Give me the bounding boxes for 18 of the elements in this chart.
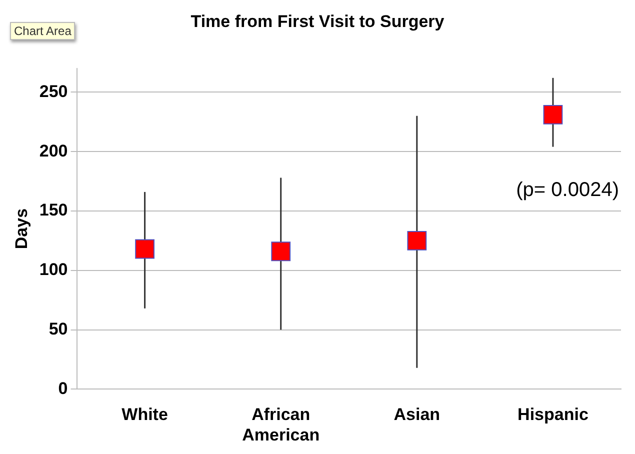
- y-tick-label: 150: [39, 200, 68, 220]
- y-tick-label: 0: [58, 378, 68, 398]
- point: [407, 230, 427, 250]
- x-tick-label: White: [122, 405, 168, 424]
- x-tick-label: Asian: [394, 405, 440, 424]
- y-tick-label: 100: [39, 260, 68, 280]
- text: Chart Area: [10, 22, 76, 40]
- point: [543, 105, 563, 124]
- y-tick-label: 200: [39, 141, 68, 160]
- x-tick-label: African American: [242, 405, 320, 444]
- y-tick-label: 50: [48, 319, 68, 338]
- chart-title: Time from First Visit to Surgery: [190, 12, 445, 31]
- y-tick-label: 250: [39, 82, 68, 101]
- annotation: (p= 0.0024): [516, 178, 619, 201]
- point: [135, 239, 154, 259]
- y-axis-title: Days: [12, 208, 31, 250]
- point: [271, 242, 291, 262]
- x-tick-label: Hispanic: [518, 405, 588, 424]
